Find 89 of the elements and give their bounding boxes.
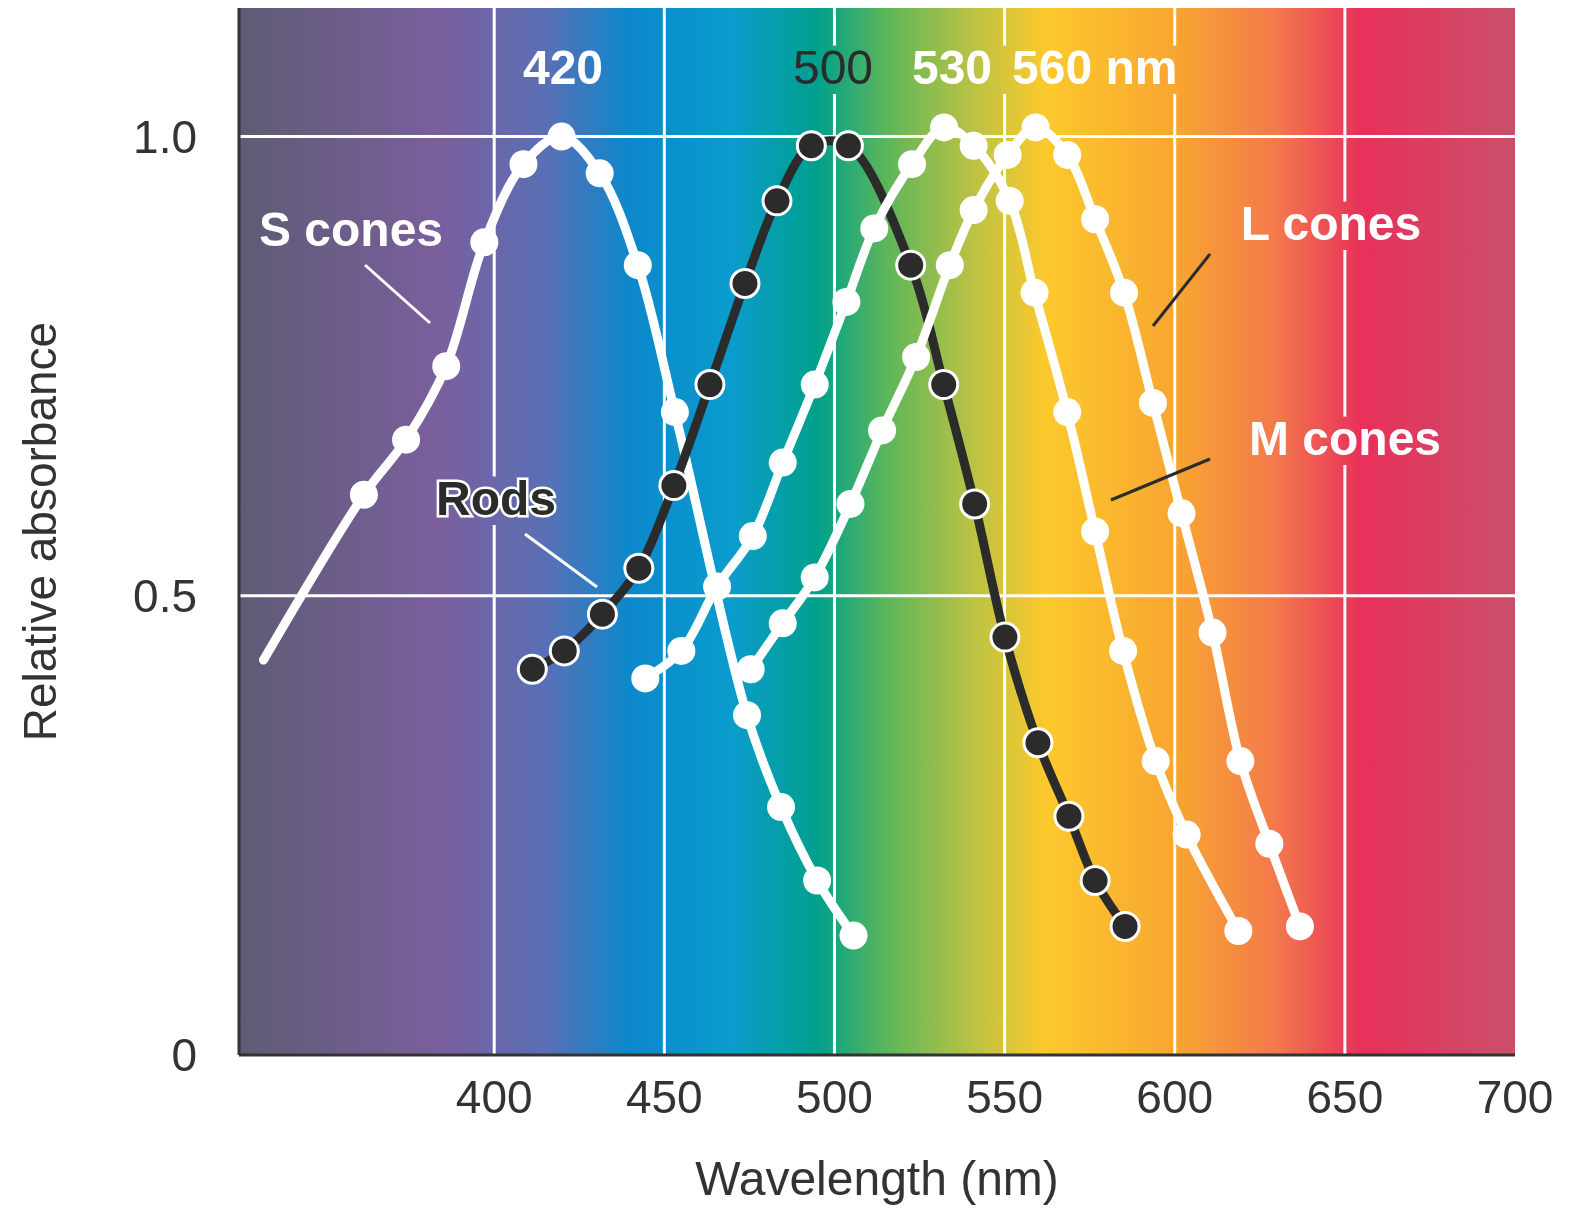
point: [1255, 829, 1284, 858]
point: [768, 609, 797, 638]
point: [935, 251, 964, 280]
point: [959, 196, 988, 225]
point: [658, 470, 690, 502]
point: [548, 635, 580, 667]
point: [1020, 278, 1049, 307]
point: [800, 563, 829, 592]
point: [432, 352, 461, 381]
point: [1167, 499, 1196, 528]
point: [1109, 910, 1141, 942]
point: [1224, 917, 1253, 946]
y-tick-label: 0.5: [133, 569, 197, 622]
point: [803, 866, 832, 895]
point: [868, 416, 897, 445]
point: [902, 343, 931, 371]
point: [516, 653, 548, 685]
point: [509, 150, 538, 179]
point: [392, 425, 421, 454]
point: [470, 228, 499, 257]
point: [795, 130, 827, 162]
y-tick-label: 1.0: [133, 110, 197, 163]
annotation: L cones: [1240, 197, 1422, 250]
point: [930, 113, 959, 142]
point: [1172, 820, 1201, 849]
point: [1141, 747, 1170, 776]
point: [694, 369, 726, 401]
annotation: 560 nm: [1012, 41, 1178, 94]
point: [1109, 636, 1138, 665]
x-tick-label: 450: [625, 1071, 703, 1123]
annotation: Rods: [436, 472, 556, 525]
point: [738, 522, 767, 551]
x-tick-label: 550: [966, 1071, 1043, 1123]
y-axis-title: Relative absorbance: [14, 321, 66, 742]
point: [767, 793, 796, 822]
point: [547, 122, 576, 151]
point: [729, 268, 761, 300]
point: [660, 398, 689, 427]
point: [703, 572, 732, 601]
annotation: S cones: [258, 203, 444, 256]
point: [585, 159, 614, 188]
x-tick-label: 600: [1136, 1071, 1214, 1123]
point: [1081, 517, 1110, 546]
point: [895, 249, 927, 281]
x-axis-title: Wavelength (nm): [695, 1152, 1059, 1205]
point: [761, 185, 793, 217]
point: [768, 448, 797, 477]
y-tick-label: 0: [171, 1029, 197, 1081]
point: [898, 150, 927, 179]
point: [1021, 113, 1050, 142]
point: [623, 552, 655, 584]
point: [1022, 727, 1054, 759]
point: [832, 287, 861, 316]
point: [995, 186, 1024, 215]
point: [1053, 398, 1082, 427]
point: [1138, 388, 1167, 417]
point: [1079, 865, 1111, 896]
point: [989, 621, 1021, 653]
point: [836, 489, 865, 518]
point: [839, 921, 868, 950]
annotation: M cones: [1248, 412, 1442, 465]
point: [959, 488, 991, 520]
x-tick-label: 700: [1476, 1071, 1554, 1123]
point: [1053, 140, 1082, 169]
x-tick-label: 500: [796, 1071, 873, 1123]
point: [1226, 747, 1255, 776]
annotation: 500: [792, 41, 874, 94]
point: [1198, 618, 1227, 647]
x-tick-label: 650: [1306, 1071, 1384, 1123]
point: [832, 130, 864, 162]
point: [667, 636, 696, 665]
point: [993, 140, 1022, 169]
annotation: 530: [911, 41, 993, 94]
point: [631, 664, 660, 693]
point: [928, 369, 960, 401]
point: [623, 251, 652, 280]
point: [586, 598, 618, 630]
point: [349, 480, 378, 509]
point: [1081, 205, 1110, 234]
point: [1110, 278, 1139, 307]
point: [736, 655, 765, 684]
point: [733, 701, 762, 730]
annotation: 420: [522, 41, 604, 94]
point: [800, 370, 829, 399]
x-tick-label: 400: [455, 1071, 533, 1123]
point: [1285, 912, 1314, 941]
point: [860, 214, 889, 243]
point: [959, 131, 988, 160]
point: [1053, 800, 1085, 832]
